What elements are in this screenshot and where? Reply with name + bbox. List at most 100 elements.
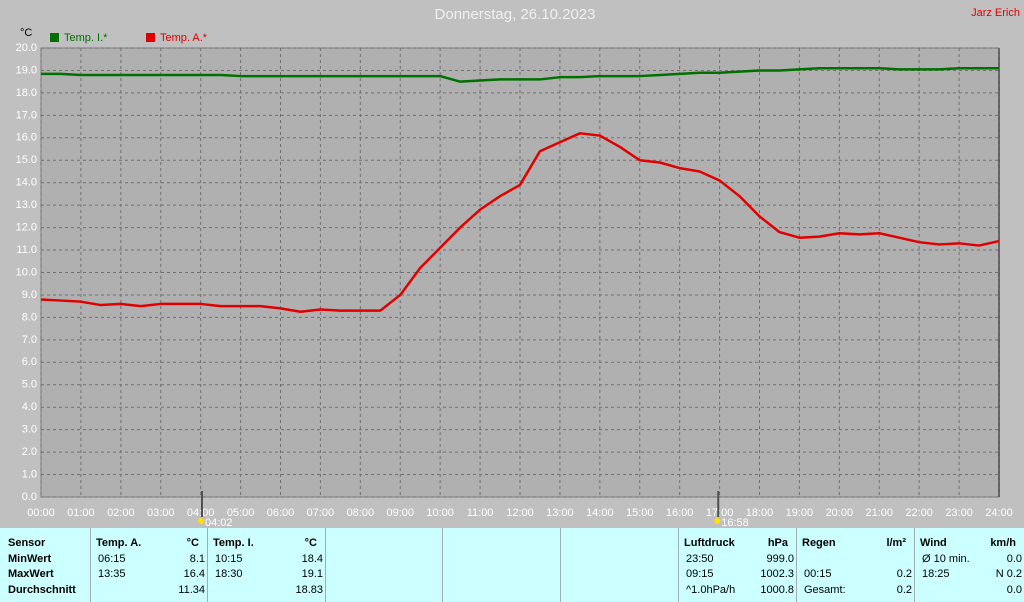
group-unit: °C	[186, 537, 199, 549]
x-tick-label: 11:00	[467, 507, 494, 519]
column-separator	[796, 528, 797, 602]
x-tick-label: 13:00	[546, 507, 574, 519]
legend-swatch	[50, 33, 59, 42]
y-tick-label: 9.0	[22, 289, 37, 301]
cell-time: 13:35	[98, 568, 126, 580]
y-tick-label: 11.0	[16, 244, 37, 256]
cell-value: 1000.8	[760, 584, 794, 596]
y-tick-label: 14.0	[16, 177, 37, 189]
series-line	[40, 132, 1000, 314]
x-tick-label: 19:00	[786, 507, 814, 519]
column-separator	[560, 528, 561, 602]
group-unit: km/h	[990, 537, 1016, 549]
x-tick-label: 20:00	[826, 507, 854, 519]
x-tick-label: 08:00	[347, 507, 375, 519]
column-separator	[442, 528, 443, 602]
y-tick-label: 8.0	[22, 311, 37, 323]
y-tick-label: 10.0	[16, 266, 37, 278]
y-tick-label: 6.0	[22, 356, 37, 368]
group-title: Luftdruck	[684, 537, 735, 549]
x-tick-label: 24:00	[985, 507, 1013, 519]
y-tick-label: 19.0	[16, 64, 37, 76]
legend-swatch	[146, 33, 155, 42]
cell-value: 18.83	[295, 584, 323, 596]
x-tick-label: 15:00	[626, 507, 654, 519]
cell-time: 06:15	[98, 553, 126, 565]
column-separator	[678, 528, 679, 602]
sun-label: 16:58	[721, 517, 749, 528]
y-tick-label: 20.0	[16, 42, 37, 54]
column-separator	[90, 528, 91, 602]
sun-icon	[197, 518, 204, 524]
cell-value: 11.34	[178, 584, 205, 596]
chart-title: Donnerstag, 26.10.2023	[435, 6, 596, 23]
y-tick-label: 5.0	[22, 379, 37, 391]
row-label: Durchschnitt	[8, 584, 76, 596]
y-tick-label: 7.0	[22, 334, 37, 346]
author: Jarz Erich	[971, 7, 1020, 19]
x-tick-label: 23:00	[945, 507, 973, 519]
x-tick-label: 02:00	[107, 507, 135, 519]
x-tick-label: 09:00	[386, 507, 414, 519]
cell-time: ^1.0hPa/h	[686, 584, 736, 596]
x-tick-label: 04:00	[187, 507, 215, 519]
y-tick-label: 0.0	[22, 491, 37, 503]
x-tick-label: 16:00	[666, 507, 694, 519]
cell-time: 18:25	[922, 568, 950, 580]
row-label: MaxWert	[8, 568, 54, 580]
row-label: MinWert	[8, 553, 52, 565]
x-tick-label: 07:00	[307, 507, 335, 519]
group-unit: °C	[304, 537, 317, 549]
group-title: Regen	[802, 537, 836, 549]
series-line	[41, 66, 999, 83]
x-tick-label: 17:00	[706, 507, 734, 519]
cell-value: 19.1	[301, 568, 323, 580]
legend-label: Temp. A.*	[160, 32, 208, 44]
cell-value: 1002.3	[760, 568, 794, 580]
column-separator	[325, 528, 326, 602]
y-tick-label: 12.0	[16, 222, 37, 234]
y-tick-label: 2.0	[22, 446, 37, 458]
legend-label: Temp. I.*	[64, 32, 108, 44]
cell-value: 8.1	[189, 553, 205, 565]
x-tick-label: 12:00	[506, 507, 534, 519]
y-axis-label: °C	[20, 27, 32, 39]
sun-label: 04:02	[205, 517, 233, 528]
chart: Donnerstag, 26.10.2023 Jarz Erich °C 0.0…	[16, 6, 1020, 528]
x-tick-label: 01:00	[67, 507, 95, 519]
cell-time: 18:30	[215, 568, 243, 580]
row-header: Sensor	[8, 537, 46, 549]
stats-table: Sensor MinWert MaxWert Durchschnitt Temp. A.…	[0, 528, 1024, 602]
group-title: Temp. A.	[96, 537, 142, 549]
cell-value: 0.2	[896, 568, 912, 580]
group-title: Temp. I.	[213, 537, 254, 549]
cell-value: 0.0	[1006, 553, 1022, 565]
y-tick-label: 3.0	[22, 424, 37, 436]
cell-value: 18.4	[301, 553, 323, 565]
cell-value: 0.2	[896, 584, 912, 596]
cell-value: N 0.2	[995, 568, 1022, 580]
x-tick-label: 06:00	[267, 507, 295, 519]
x-tick-label: 14:00	[586, 507, 614, 519]
column-separator	[207, 528, 208, 602]
y-tick-label: 13.0	[16, 199, 37, 211]
x-tick-label: 18:00	[746, 507, 774, 519]
y-tick-label: 17.0	[16, 109, 37, 121]
y-tick-label: 4.0	[22, 401, 37, 413]
x-tick-label: 05:00	[227, 507, 255, 519]
cell-time: 23:50	[686, 553, 714, 565]
x-tick-label: 21:00	[865, 507, 893, 519]
y-tick-label: 18.0	[16, 87, 37, 99]
x-tick-label: 22:00	[905, 507, 933, 519]
y-tick-label: 16.0	[16, 132, 37, 144]
group-unit: l/m²	[886, 537, 906, 549]
cell-time: Ø 10 min.	[922, 553, 970, 565]
x-tick-label: 10:00	[426, 507, 454, 519]
group-unit: hPa	[767, 537, 788, 549]
cell-time: 09:15	[686, 568, 714, 580]
group-title: Wind	[920, 537, 947, 549]
cell-value: 16.4	[183, 568, 205, 580]
cell-time: 10:15	[215, 553, 243, 565]
y-tick-label: 1.0	[22, 468, 37, 480]
